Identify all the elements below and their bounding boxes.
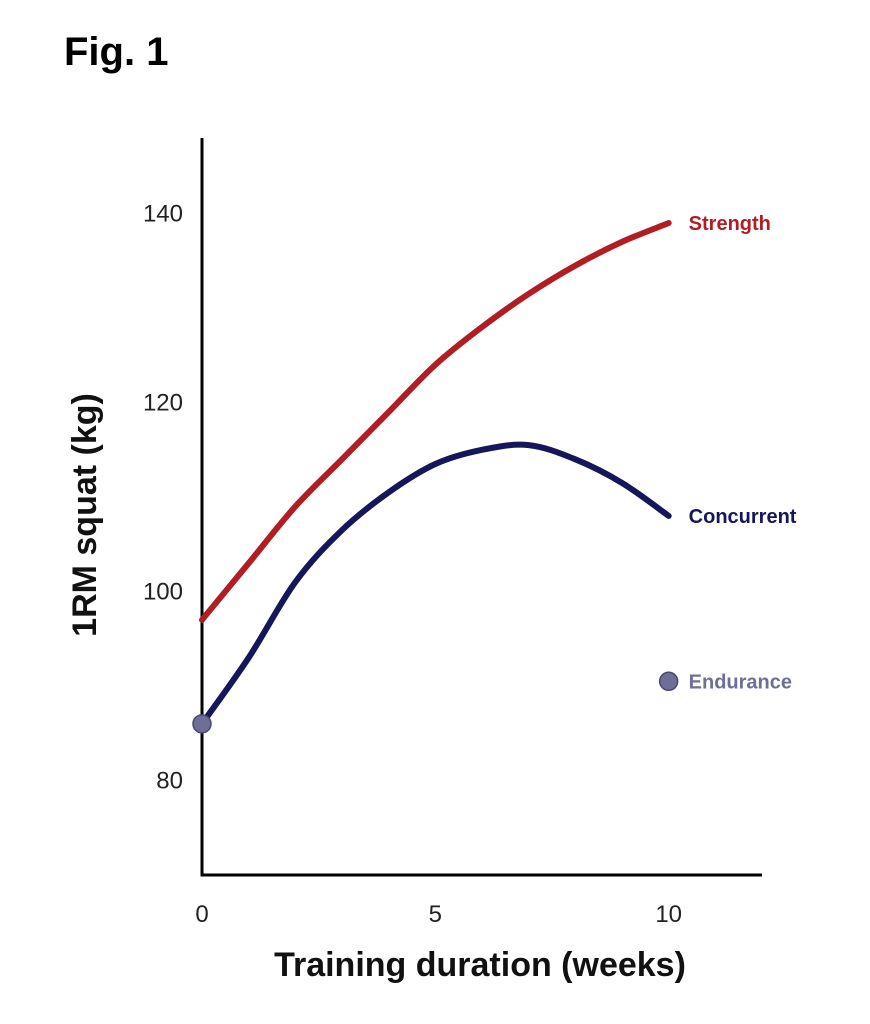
y-tick-label: 120 xyxy=(143,390,183,417)
y-tick-label: 100 xyxy=(143,579,183,606)
x-ticks: 0 5 10 xyxy=(195,901,682,928)
figure-title: Fig. 1 xyxy=(64,30,169,74)
x-axis-label: Training duration (weeks) xyxy=(274,946,686,984)
series-layer xyxy=(192,220,679,734)
concurrent-line xyxy=(199,441,672,727)
x-tick-label: 10 xyxy=(655,901,682,928)
x-tick-label: 5 xyxy=(429,901,442,928)
y-tick-label: 80 xyxy=(156,768,183,795)
axes xyxy=(200,138,762,877)
series-labels: Strength Concurrent Endurance xyxy=(689,213,797,693)
endurance-label: Endurance xyxy=(689,671,792,693)
y-ticks: 80 100 120 140 xyxy=(143,201,183,795)
y-tick-label: 140 xyxy=(143,201,183,228)
endurance-point xyxy=(192,714,212,734)
strength-line xyxy=(199,220,672,623)
x-tick-label: 0 xyxy=(195,901,208,928)
endurance-point xyxy=(658,671,679,692)
strength-label: Strength xyxy=(689,213,771,235)
y-axis-label: 1RM squat (kg) xyxy=(66,393,104,637)
concurrent-label: Concurrent xyxy=(689,506,797,528)
